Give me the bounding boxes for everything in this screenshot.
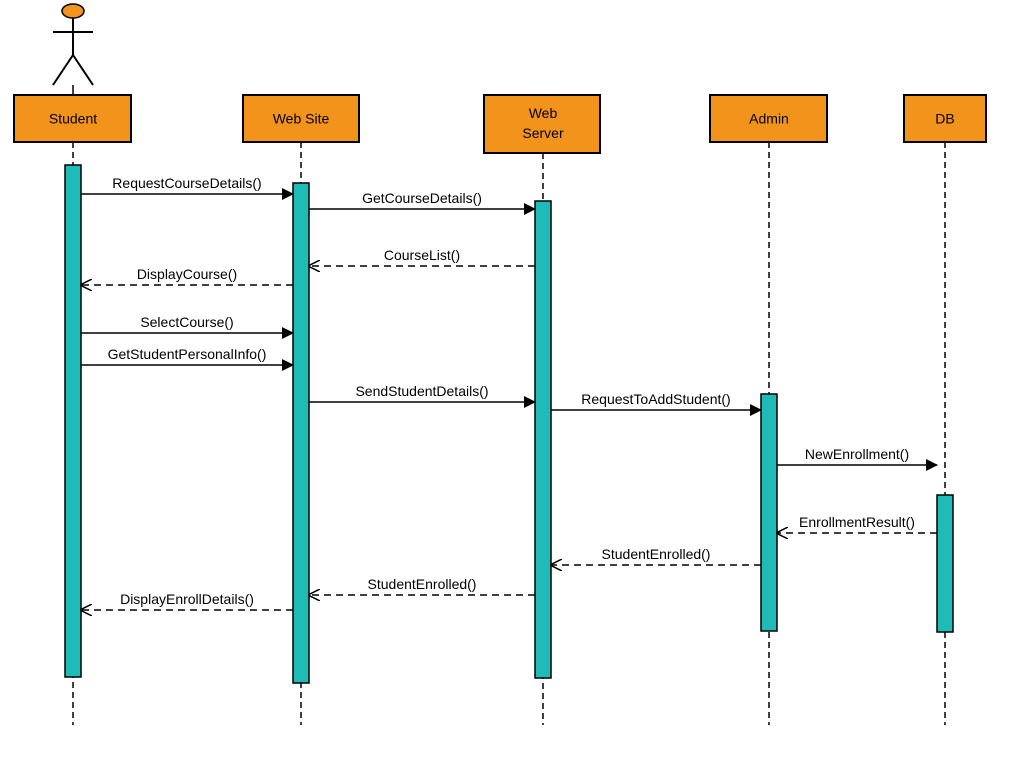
activation-student (65, 165, 81, 677)
message-label-5: GetStudentPersonalInfo() (108, 346, 267, 362)
message-label-11: StudentEnrolled() (368, 576, 477, 592)
sequence-diagram: Student Web Site Web Server Admin DB RequestC… (0, 0, 1024, 769)
participant-box-webserver (484, 95, 600, 153)
message-label-1: GetCourseDetails() (362, 190, 482, 206)
participant-label-webserver-1: Web (529, 105, 558, 121)
participant-label-website: Web Site (273, 111, 330, 127)
activation-admin (761, 394, 777, 631)
message-label-4: SelectCourse() (140, 314, 233, 330)
message-label-3: DisplayCourse() (137, 266, 237, 282)
message-label-10: StudentEnrolled() (602, 546, 711, 562)
message-label-7: RequestToAddStudent() (581, 391, 730, 407)
actor-head-icon (62, 4, 84, 18)
message-label-12: DisplayEnrollDetails() (120, 591, 254, 607)
message-label-9: EnrollmentResult() (799, 514, 915, 530)
activation-webserver (535, 201, 551, 678)
message-label-2: CourseList() (384, 247, 460, 263)
message-label-6: SendStudentDetails() (355, 383, 488, 399)
activation-website (293, 183, 309, 683)
participant-label-admin: Admin (749, 111, 789, 127)
actor-leg-left-icon (53, 55, 73, 85)
message-label-8: NewEnrollment() (805, 446, 909, 462)
participant-label-db: DB (935, 111, 954, 127)
activation-db (937, 495, 953, 632)
participant-label-webserver-2: Server (522, 125, 564, 141)
message-label-0: RequestCourseDetails() (112, 175, 261, 191)
participant-label-student: Student (49, 111, 97, 127)
actor-leg-right-icon (73, 55, 93, 85)
